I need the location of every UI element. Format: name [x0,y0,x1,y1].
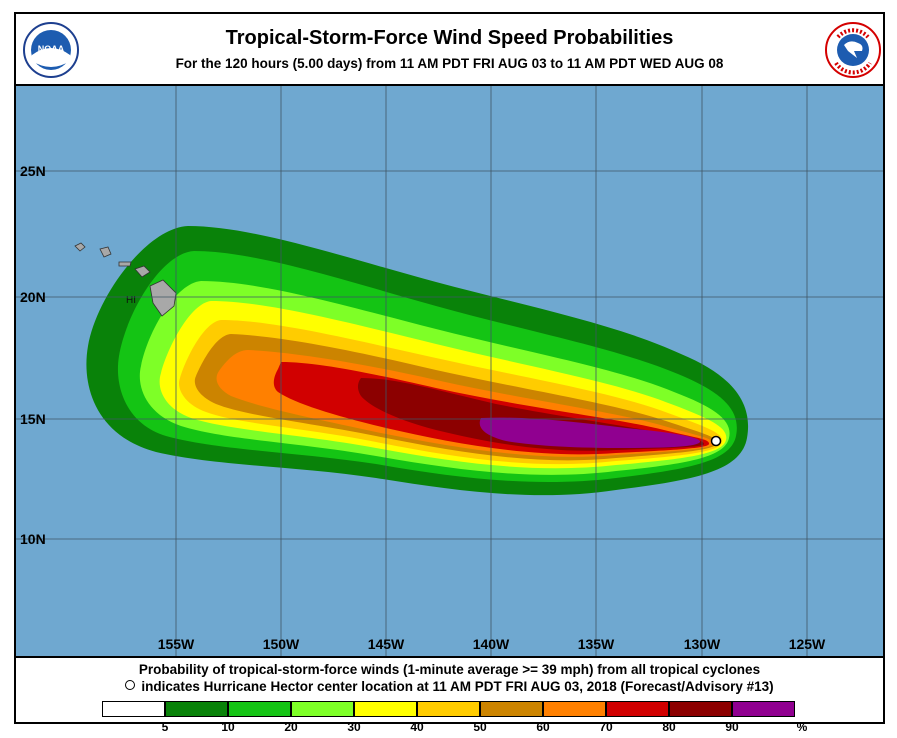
state-label: HI [126,295,136,306]
lon-label-150w: 150W [263,636,300,652]
lon-label-155w: 155W [158,636,195,652]
legend-label: 30 [347,720,361,734]
legend-swatch [543,701,606,717]
lat-label-25n: 25N [20,163,46,179]
footer: Probability of tropical-storm-force wind… [16,658,883,734]
legend-label: 10 [221,720,235,734]
maui-island [134,265,151,278]
legend-label: % [796,720,808,734]
lat-label-20n: 20N [20,289,46,305]
lat-label-15n: 15N [20,411,46,427]
legend-swatch [228,701,291,717]
legend-swatch [417,701,480,717]
legend-label: 20 [284,720,298,734]
legend-label: 70 [599,720,613,734]
caption-probability: Probability of tropical-storm-force wind… [138,662,761,677]
legend-label: 40 [410,720,424,734]
map-subtitle: For the 120 hours (5.00 days) from 11 AM… [175,56,724,71]
legend-swatch [669,701,732,717]
legend-label: 50 [473,720,487,734]
lon-label-130w: 130W [684,636,721,652]
caption-storm-center-text: indicates Hurricane Hector center locati… [141,679,774,694]
lon-label-135w: 135W [578,636,615,652]
legend-swatch [165,701,228,717]
legend-swatch [291,701,354,717]
svg-text:NOAA: NOAA [38,44,65,54]
noaa-logo: NOAA [23,22,79,78]
legend-swatch [480,701,543,717]
oahu-island [99,246,112,258]
legend-swatch [732,701,795,717]
probability-swaths [86,226,749,496]
molokai-island [118,261,132,267]
legend-label: 60 [536,720,550,734]
probability-map: HI 25N 20N 15N 10N [16,84,883,658]
lat-label-10n: 10N [20,531,46,547]
big-island [149,279,177,317]
swath-90plus [479,417,701,448]
graphic-frame: NOAA Tropical-Storm-Force Wind Speed Pro… [14,12,885,734]
header: NOAA Tropical-Storm-Force Wind Speed Pro… [16,14,883,84]
lon-label-145w: 145W [368,636,405,652]
legend-swatch [354,701,417,717]
legend-label: 80 [662,720,676,734]
kauai-island [74,242,86,252]
legend-label: 90 [725,720,739,734]
legend-swatch [606,701,669,717]
legend-label: 5 [161,720,169,734]
nws-logo [825,22,881,78]
hawaiian-islands [74,242,177,317]
lon-label-125w: 125W [789,636,826,652]
gridlines [16,86,883,656]
map-canvas: HI 25N 20N 15N 10N [16,86,883,656]
map-title: Tropical-Storm-Force Wind Speed Probabil… [225,27,674,49]
lon-label-140w: 140W [473,636,510,652]
legend-swatch [102,701,165,717]
storm-center-legend-icon [125,680,136,690]
storm-center-marker [710,435,722,447]
caption-storm-center: indicates Hurricane Hector center locati… [16,679,883,694]
